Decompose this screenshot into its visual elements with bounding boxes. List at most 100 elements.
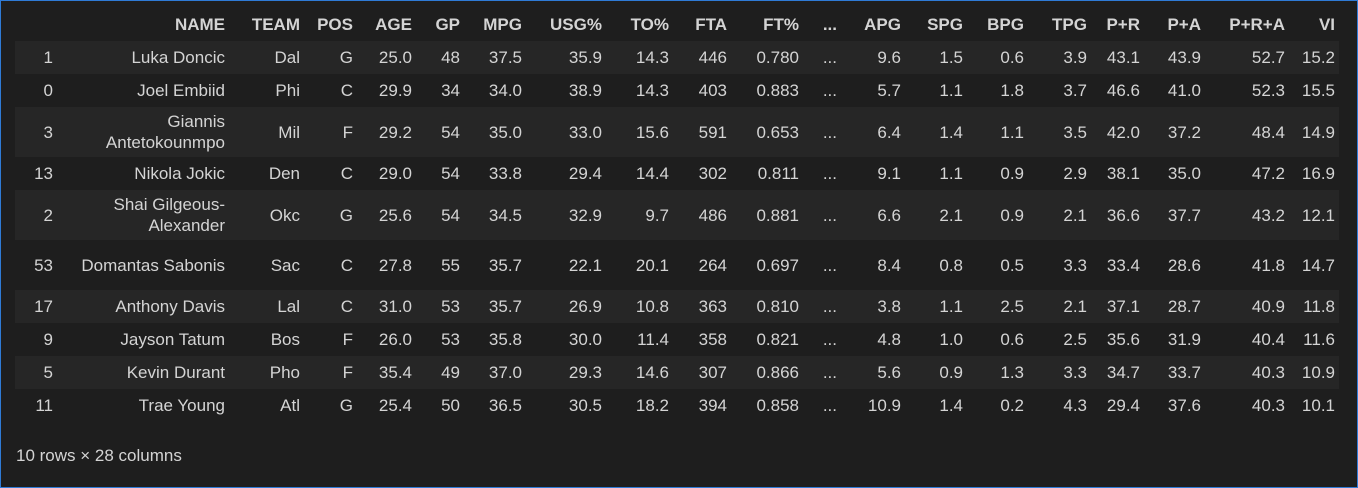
table-cell: 0.5 [967, 240, 1028, 290]
table-cell: 15.6 [606, 107, 673, 157]
table-cell: Lal [229, 290, 304, 323]
table-cell: 34.5 [464, 190, 526, 240]
table-cell: 9.1 [841, 157, 905, 190]
player-name-cell: Luka Doncic [57, 41, 229, 74]
table-cell: 30.0 [526, 323, 606, 356]
column-header: BPG [987, 14, 1024, 34]
table-cell: 48.4 [1205, 107, 1289, 157]
table-cell: 2.9 [1028, 157, 1091, 190]
table-cell: 41.0 [1144, 74, 1205, 107]
column-header: TO% [630, 14, 669, 34]
table-cell: ... [803, 74, 841, 107]
table-cell: 54 [416, 190, 464, 240]
table-cell: 35.9 [526, 41, 606, 74]
table-row: 1 Luka Doncic Dal G 25.0 48 37.5 35.9 14.3 446 0.7… [15, 41, 1339, 74]
table-cell: 2.1 [905, 190, 967, 240]
table-cell: 41.8 [1205, 240, 1289, 290]
table-cell: 1.1 [967, 107, 1028, 157]
table-cell: 34 [416, 74, 464, 107]
table-cell: 35.6 [1091, 323, 1144, 356]
table-cell: 33.7 [1144, 356, 1205, 389]
table-cell: 0.2 [967, 389, 1028, 422]
table-cell: 5.6 [841, 356, 905, 389]
table-cell: 31.0 [357, 290, 416, 323]
table-cell: 3.3 [1028, 240, 1091, 290]
table-cell: 46.6 [1091, 74, 1144, 107]
table-cell: 33.4 [1091, 240, 1144, 290]
table-cell: 38.9 [526, 74, 606, 107]
table-cell: 302 [673, 157, 731, 190]
table-body: 1 Luka Doncic Dal G 25.0 48 37.5 35.9 14.3 446 0.7… [15, 41, 1339, 422]
column-header: TPG [1052, 14, 1087, 34]
table-row: 0 Joel Embiid Phi C 29.9 34 34.0 38.9 14.3 403 0.8… [15, 74, 1339, 107]
table-cell: Sac [229, 240, 304, 290]
table-cell: F [304, 107, 357, 157]
table-cell: 34.0 [464, 74, 526, 107]
player-name-cell: Trae Young [57, 389, 229, 422]
table-cell: ... [803, 190, 841, 240]
table-header-row: NAME TEAM POS AGE GP MPG USG% TO% FTA FT%... APG SP… [15, 7, 1339, 41]
table-cell: 35.0 [464, 107, 526, 157]
column-header: SPG [927, 14, 963, 34]
column-header: GP [435, 14, 460, 34]
table-cell: 14.4 [606, 157, 673, 190]
table-row: 9 Jayson Tatum Bos F 26.0 53 35.8 30.0 11.4 358 0.… [15, 323, 1339, 356]
player-name-cell: Kevin Durant [57, 356, 229, 389]
table-cell: 2.1 [1028, 190, 1091, 240]
table-cell: 53 [416, 323, 464, 356]
table-cell: 0.821 [731, 323, 803, 356]
table-cell: 29.0 [357, 157, 416, 190]
table-cell: 1.8 [967, 74, 1028, 107]
table-cell: 48 [416, 41, 464, 74]
table-cell: 29.2 [357, 107, 416, 157]
table-cell: Pho [229, 356, 304, 389]
table-cell: 403 [673, 74, 731, 107]
table-cell: 6.6 [841, 190, 905, 240]
table-cell: 37.6 [1144, 389, 1205, 422]
table-cell: 0.6 [967, 323, 1028, 356]
table-cell: 42.0 [1091, 107, 1144, 157]
table-row: 53 Domantas Sabonis Sac C 27.8 55 35.7 22.1 20.1… [15, 240, 1339, 290]
table-cell: 1.4 [905, 107, 967, 157]
table-cell: ... [803, 389, 841, 422]
table-cell: 40.3 [1205, 389, 1289, 422]
table-cell: 0.9 [905, 356, 967, 389]
table-cell: 25.4 [357, 389, 416, 422]
table-cell: 25.0 [357, 41, 416, 74]
table-cell: 31.9 [1144, 323, 1205, 356]
table-cell: Den [229, 157, 304, 190]
row-index-cell: 13 [15, 157, 57, 190]
table-cell: 54 [416, 107, 464, 157]
table-cell: ... [803, 323, 841, 356]
column-header: P+A [1167, 14, 1201, 34]
table-cell: 20.1 [606, 240, 673, 290]
table-cell: Atl [229, 389, 304, 422]
table-cell: ... [803, 240, 841, 290]
column-header: NAME [174, 14, 225, 34]
table-cell: 9.7 [606, 190, 673, 240]
player-name-cell: Nikola Jokic [57, 157, 229, 190]
table-cell: 0.883 [731, 74, 803, 107]
dataframe-table: NAME TEAM POS AGE GP MPG USG% TO% FTA FT%... APG SP… [15, 7, 1339, 422]
table-cell: 10.9 [1289, 356, 1339, 389]
table-cell: 2.5 [1028, 323, 1091, 356]
table-cell: 264 [673, 240, 731, 290]
table-cell: 50 [416, 389, 464, 422]
table-cell: 38.1 [1091, 157, 1144, 190]
row-index-cell: 2 [15, 190, 57, 240]
table-cell: 29.3 [526, 356, 606, 389]
table-cell: 35.8 [464, 323, 526, 356]
table-cell: 37.7 [1144, 190, 1205, 240]
table-cell: 49 [416, 356, 464, 389]
table-cell: 3.5 [1028, 107, 1091, 157]
table-cell: Phi [229, 74, 304, 107]
table-cell: 54 [416, 157, 464, 190]
table-cell: C [304, 290, 357, 323]
table-cell: F [304, 323, 357, 356]
table-cell: 0.653 [731, 107, 803, 157]
column-header: USG% [550, 14, 602, 34]
table-row: 5 Kevin Durant Pho F 35.4 49 37.0 29.3 14.6 307 0.… [15, 356, 1339, 389]
table-cell: Mil [229, 107, 304, 157]
table-cell: 14.7 [1289, 240, 1339, 290]
